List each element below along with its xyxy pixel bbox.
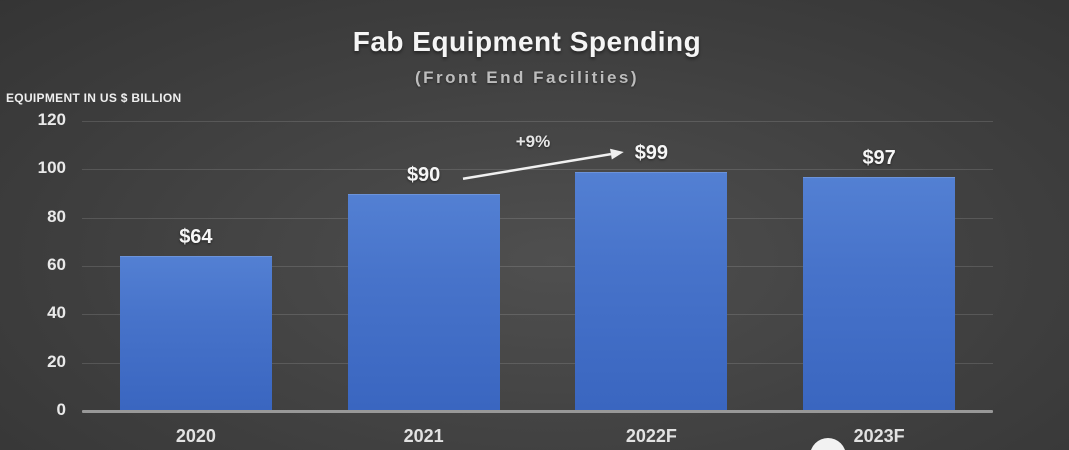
- y-tick-label-20: 20: [47, 351, 66, 371]
- y-tick-label-100: 100: [37, 158, 66, 178]
- value-label-2023F: $97: [862, 146, 896, 169]
- chart-subtitle: (Front End Facilities): [414, 68, 640, 87]
- chart-title: Fab Equipment Spending: [352, 26, 702, 57]
- bar-2020: [119, 256, 272, 410]
- y-tick-label-60: 60: [47, 255, 66, 274]
- x-tick-label-2021: 2021: [403, 426, 444, 446]
- x-tick-label-2020: 2020: [175, 426, 216, 446]
- white-dot-decoration: [810, 438, 846, 450]
- bar-2023F: [803, 176, 956, 410]
- gridline-20: [82, 362, 993, 364]
- y-tick-label-120: 120: [37, 110, 66, 129]
- gridline-100: [82, 169, 993, 171]
- y-axis-title: EQUIPMENT IN US $ BILLION: [6, 91, 182, 105]
- y-tick-label-80: 80: [47, 206, 66, 226]
- gridline-40: [82, 314, 993, 316]
- x-axis-line: [82, 410, 993, 413]
- value-label-2022F: $99: [634, 141, 669, 164]
- growth-percent-label: +9%: [515, 131, 551, 151]
- value-label-2020: $64: [179, 226, 213, 249]
- y-tick-label-0: 0: [56, 400, 66, 419]
- value-label-2021: $90: [406, 163, 441, 186]
- x-tick-label-2023F: 2023F: [853, 426, 905, 446]
- gridline-60: [82, 266, 993, 267]
- x-tick-label-2022F: 2022F: [625, 426, 677, 446]
- bar-2022F: [575, 171, 728, 410]
- gridline-120: [82, 121, 993, 122]
- bar-2021: [347, 193, 500, 410]
- gridline-80: [82, 217, 993, 219]
- growth-arrow: [462, 148, 624, 180]
- y-tick-label-40: 40: [47, 303, 66, 323]
